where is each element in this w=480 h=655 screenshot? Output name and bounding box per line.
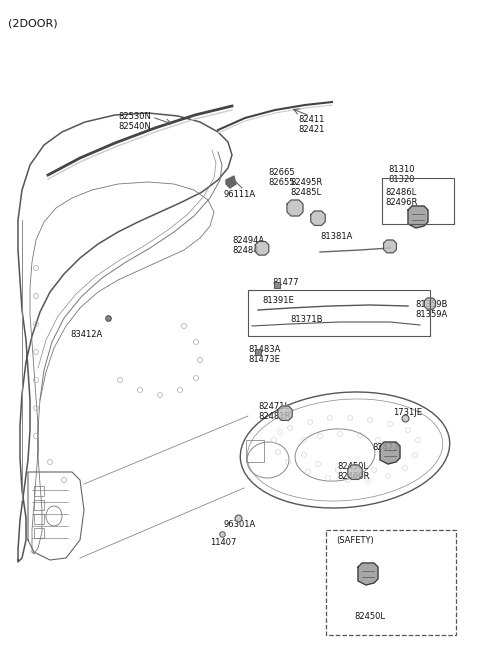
Text: 82450L
82460R: 82450L 82460R <box>337 462 370 481</box>
Polygon shape <box>287 200 303 216</box>
Polygon shape <box>384 240 396 253</box>
Polygon shape <box>408 206 428 228</box>
Bar <box>34 514 44 524</box>
Bar <box>326 530 456 635</box>
Text: 82665
82655: 82665 82655 <box>268 168 295 187</box>
Text: 82450L: 82450L <box>354 612 385 621</box>
Text: 82495R
82485L: 82495R 82485L <box>290 178 322 197</box>
Text: 1731JE: 1731JE <box>393 408 422 417</box>
Bar <box>246 440 264 462</box>
Text: 11407: 11407 <box>210 538 236 547</box>
Text: 82473: 82473 <box>372 443 398 452</box>
Text: 82530N
82540N: 82530N 82540N <box>119 112 151 132</box>
Text: 96111A: 96111A <box>224 190 256 199</box>
Bar <box>34 486 44 496</box>
Text: 83412A: 83412A <box>70 330 102 339</box>
Text: 82494A
82484: 82494A 82484 <box>232 236 264 255</box>
Polygon shape <box>424 298 436 309</box>
Text: 81359B
81359A: 81359B 81359A <box>415 300 447 320</box>
Polygon shape <box>348 465 362 479</box>
Text: 82471L
82481R: 82471L 82481R <box>258 402 290 421</box>
Text: 81483A
81473E: 81483A 81473E <box>248 345 280 364</box>
Polygon shape <box>380 442 400 464</box>
Polygon shape <box>255 242 269 255</box>
Text: 81477: 81477 <box>272 278 299 287</box>
Text: 81371B: 81371B <box>290 315 323 324</box>
Text: (SAFETY): (SAFETY) <box>336 536 374 545</box>
Bar <box>248 290 430 336</box>
Text: 81381A: 81381A <box>320 232 352 241</box>
Text: 96301A: 96301A <box>224 520 256 529</box>
Polygon shape <box>278 406 292 421</box>
Bar <box>34 500 44 510</box>
Polygon shape <box>311 211 325 225</box>
Text: (2DOOR): (2DOOR) <box>8 18 58 28</box>
Bar <box>34 528 44 538</box>
Polygon shape <box>358 563 378 585</box>
Bar <box>382 178 454 224</box>
Text: 82411
82421: 82411 82421 <box>298 115 324 134</box>
Polygon shape <box>226 176 236 188</box>
Text: 82486L
82496R: 82486L 82496R <box>385 188 418 208</box>
Text: 81310
81320: 81310 81320 <box>388 165 415 185</box>
Text: 81391E: 81391E <box>262 296 294 305</box>
